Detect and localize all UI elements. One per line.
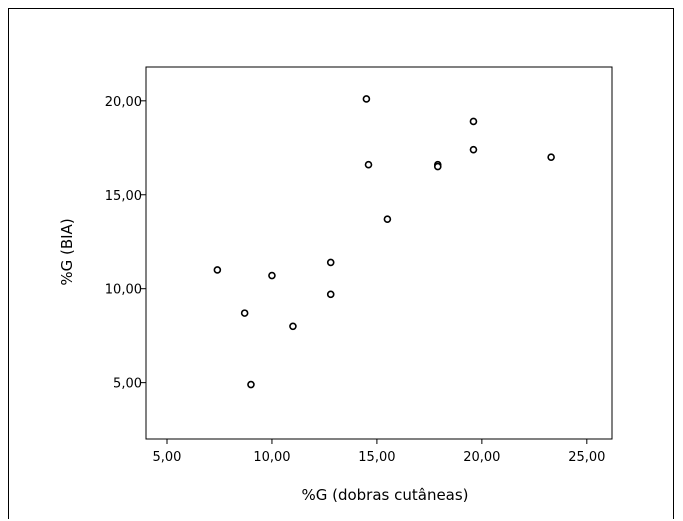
data-point <box>326 258 335 267</box>
y-tick-label: 20,00 <box>105 95 142 110</box>
data-point <box>268 271 276 280</box>
x-tick-label: 15,00 <box>358 450 395 465</box>
data-points <box>213 95 555 389</box>
x-tick-label: 10,00 <box>253 450 290 465</box>
data-point <box>433 162 442 171</box>
figure-frame <box>8 8 674 519</box>
x-axis: 5,00 10,00 15,00 20,00 25,00 <box>153 439 605 465</box>
x-tick-label: 25,00 <box>568 450 605 465</box>
y-tick-label: 5,00 <box>113 377 142 392</box>
data-point <box>247 380 255 389</box>
y-tick-label: 15,00 <box>105 189 142 204</box>
data-point <box>383 215 392 223</box>
data-point <box>364 160 373 169</box>
x-tick-label: 5,00 <box>153 450 182 465</box>
x-axis-title: %G (dobras cutâneas) <box>301 486 468 504</box>
data-point <box>289 322 297 331</box>
data-point <box>326 290 335 299</box>
data-point <box>469 117 478 126</box>
y-axis-title: %G (BIA) <box>58 218 76 285</box>
data-point <box>213 266 222 274</box>
x-tick-label: 20,00 <box>463 450 500 465</box>
y-axis: 5,00 10,00 15,00 20,00 <box>105 95 146 392</box>
data-point <box>362 95 371 103</box>
data-point <box>469 145 478 154</box>
plot-area <box>145 66 613 440</box>
data-point <box>240 309 249 317</box>
data-point <box>547 153 555 161</box>
y-tick-label: 10,00 <box>105 283 142 298</box>
